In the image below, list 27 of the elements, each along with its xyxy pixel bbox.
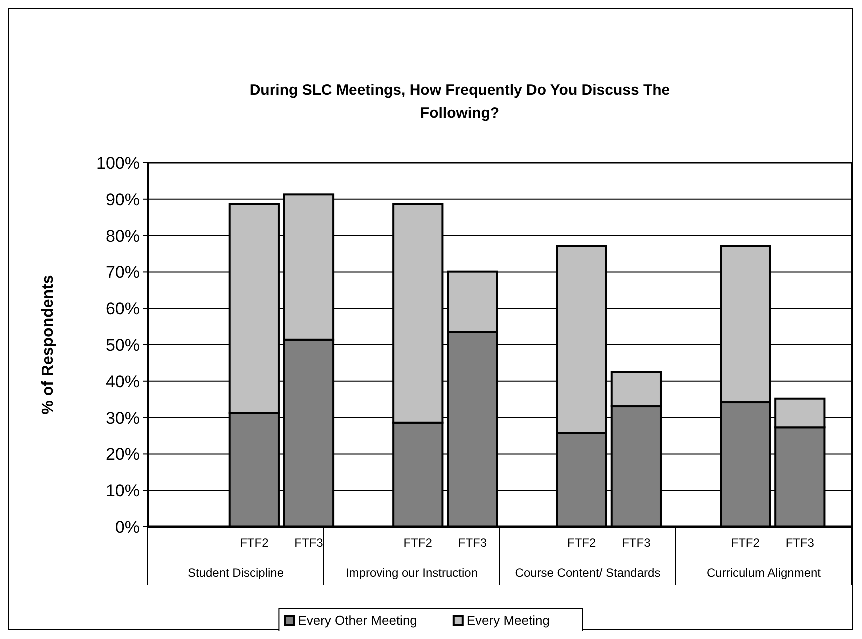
y-tick-label: 70% (106, 263, 140, 282)
y-tick-label: 50% (106, 336, 140, 355)
y-tick-label: 80% (106, 226, 140, 246)
x-tick-label: FTF3 (458, 536, 488, 550)
legend-label: Every Other Meeting (298, 613, 418, 628)
text: Improving our Instruction (346, 566, 478, 580)
x-tick-label: FTF2 (404, 536, 433, 550)
y-tick-label: 20% (106, 445, 140, 464)
x-tick-label: FTF3 (786, 536, 815, 550)
y-tick-label: 30% (106, 408, 140, 428)
y-tick-label: 100% (96, 154, 140, 173)
x-tick-label: FTF2 (568, 536, 597, 550)
y-tick-label: 40% (106, 372, 140, 392)
y-tick-label: 60% (106, 300, 140, 319)
x-tick-label: FTF3 (294, 536, 324, 550)
y-tick-label: 0% (115, 518, 140, 537)
y-tick-label: 10% (106, 482, 140, 501)
x-tick-label: FTF2 (731, 536, 760, 550)
chart-title: During SLC Meetings, How Frequently Do You Discuss The Following? (250, 82, 670, 122)
text: Curriculum Alignment (706, 566, 822, 580)
y-tick-label: 90% (106, 190, 140, 210)
legend-label: Every Meeting (466, 613, 550, 628)
y-axis-title: % of Respondents (40, 275, 57, 415)
x-tick-label: FTF3 (622, 536, 652, 550)
text: Student Discipline (188, 566, 284, 580)
text: Course Content/ Standards (515, 566, 661, 580)
x-tick-label: FTF2 (240, 536, 270, 550)
